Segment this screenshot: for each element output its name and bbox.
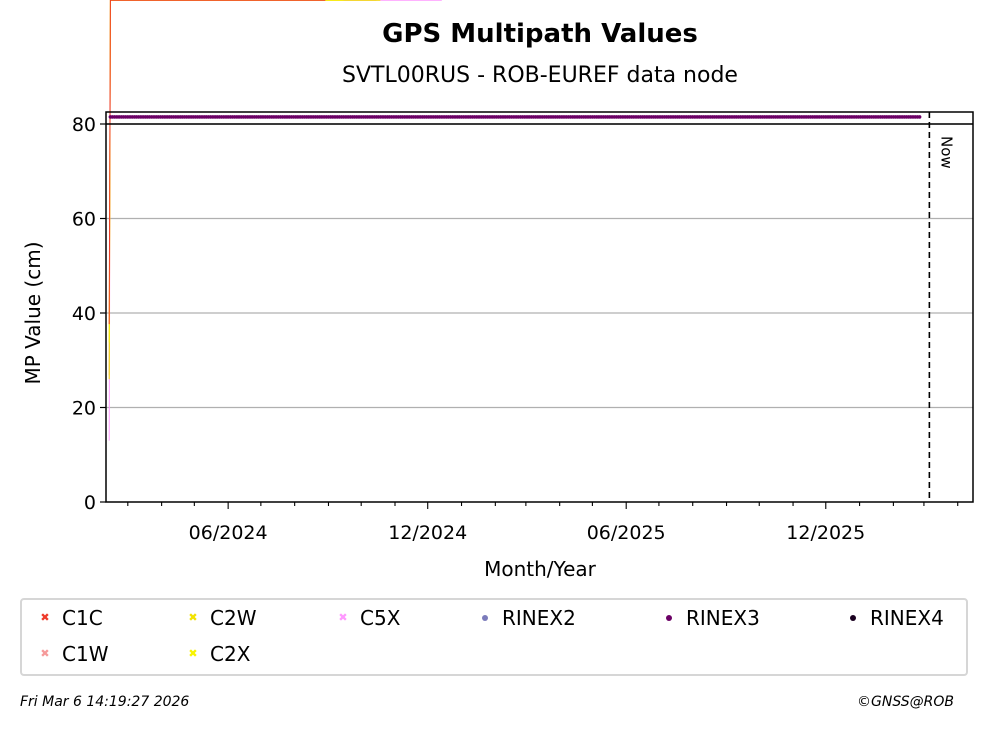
- legend-item-c5x: ✖ C5X: [336, 606, 400, 630]
- series-c2w: [109, 0, 380, 380]
- x-axis-label: Month/Year: [484, 557, 597, 581]
- rinex3-point: [917, 115, 922, 119]
- legend-marker-c1c: ✖: [40, 611, 50, 624]
- legend-item-rinex3: RINEX3: [662, 606, 760, 630]
- series-c1w: [109, 0, 376, 376]
- legend-label-rinex2: RINEX2: [502, 606, 576, 630]
- legend-label-c1w: C1W: [62, 642, 109, 666]
- legend-label-c2w: C2W: [210, 606, 257, 630]
- legend-marker-c2w: ✖: [188, 611, 198, 624]
- y-tick-label-20: 20: [72, 398, 96, 420]
- legend-marker-c1w: ✖: [40, 647, 50, 660]
- legend-label-rinex4: RINEX4: [870, 606, 944, 630]
- legend-item-rinex4: RINEX4: [846, 606, 944, 630]
- series-c1w-markers: [109, 0, 376, 376]
- chart-subtitle: SVTL00RUS - ROB-EUREF data node: [342, 63, 738, 88]
- y-tick-label-80: 80: [72, 114, 96, 136]
- grid-layer: [106, 123, 973, 409]
- legend-marker-rinex4: [850, 615, 856, 621]
- multipath-chart: GPS Multipath Values SVTL00RUS - ROB-EUR…: [21, 0, 974, 581]
- series-rinex3: [108, 115, 922, 119]
- legend-label-c5x: C5X: [360, 606, 401, 630]
- legend-item-c2x: ✖ C2X: [186, 642, 250, 666]
- legend-item-c1w: ✖ C1W: [38, 642, 108, 666]
- legend-marker-rinex2: [482, 615, 488, 621]
- series-c2x-markers: [109, 0, 343, 343]
- y-tick-label-60: 60: [72, 209, 96, 231]
- points-layer: [109, 0, 922, 442]
- legend-marker-c2x: ✖: [188, 647, 198, 660]
- now-label: Now: [937, 136, 955, 169]
- legend-label-c2x: C2X: [210, 642, 251, 666]
- series-c2w-markers: [109, 0, 380, 380]
- plot-frame: [105, 111, 974, 503]
- legend-label-c1c: C1C: [62, 606, 103, 630]
- y-axis-label: MP Value (cm): [21, 241, 45, 384]
- x-tick-label-06-2025: 06/2025: [587, 522, 666, 544]
- legend-item-c1c: ✖ C1C: [38, 606, 103, 630]
- axes-layer: Now 0 20 40 60 80 06/2024 12/2024 06/2025 12/2025: [72, 111, 974, 544]
- footer-timestamp: Fri Mar 6 14:19:27 2026: [20, 694, 190, 710]
- y-tick-label-0: 0: [84, 492, 96, 514]
- series-c1c: [109, 0, 325, 325]
- series-c2x: [109, 0, 343, 343]
- legend-marker-rinex3: [666, 615, 672, 621]
- x-tick-label-12-2024: 12/2024: [388, 522, 467, 544]
- legend-item-rinex2: RINEX2: [478, 606, 576, 630]
- y-tick-label-40: 40: [72, 303, 96, 325]
- legend-marker-c5x: ✖: [338, 611, 348, 624]
- legend: ✖ C1C ✖ C1W ✖ C2W ✖ C2X ✖ C5X RINEX2 RIN…: [20, 598, 968, 676]
- chart-title: GPS Multipath Values: [382, 19, 698, 49]
- series-c1c-markers: [109, 0, 325, 325]
- footer-credit: ©GNSS@ROB: [857, 694, 954, 710]
- x-tick-label-12-2025: 12/2025: [786, 522, 865, 544]
- legend-item-c2w: ✖ C2W: [186, 606, 256, 630]
- legend-label-rinex3: RINEX3: [686, 606, 760, 630]
- x-tick-label-06-2024: 06/2024: [189, 522, 268, 544]
